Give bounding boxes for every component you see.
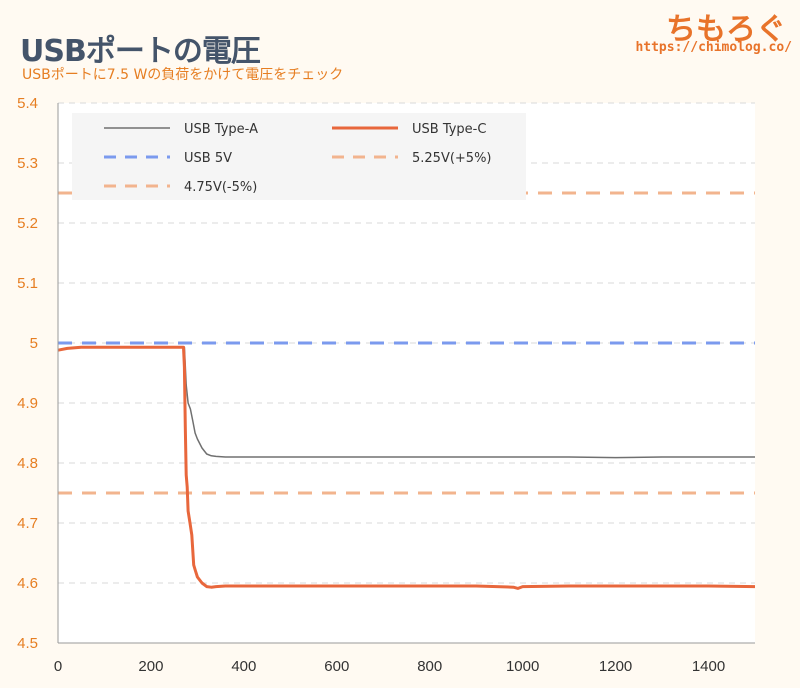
y-axis-ticks: 4.5 4.6 4.7 4.8 4.9 5 5.1 5.2 5.3 5.4 [17,95,38,652]
y-tick-label: 4.8 [17,455,38,472]
chart-title: USBポートの電圧 [20,34,261,69]
x-tick-label: 600 [324,658,349,675]
x-tick-label: 1200 [599,658,632,675]
legend-label: 5.25V(+5%) [412,151,492,166]
y-tick-label: 5.1 [17,275,38,292]
legend-label: USB 5V [184,151,232,166]
y-tick-label: 4.5 [17,635,38,652]
x-tick-label: 0 [54,658,62,675]
y-tick-label: 5.3 [17,155,38,172]
y-tick-label: 5.4 [17,95,38,112]
x-tick-label: 1000 [506,658,539,675]
x-tick-label: 800 [417,658,442,675]
legend-label: 4.75V(-5%) [184,180,257,195]
legend-label: USB Type-A [184,122,258,137]
series-line-1 [57,345,756,590]
brand-url: https://chimolog.co/ [635,40,792,55]
y-tick-label: 4.9 [17,395,38,412]
x-tick-label: 1400 [692,658,725,675]
y-tick-label: 5.2 [17,215,38,232]
y-tick-label: 4.7 [17,515,38,532]
legend: USB Type-A USB Type-C USB 5V 5.25V(+5%) 4.75… [72,113,526,200]
y-tick-label: 4.6 [17,575,38,592]
x-tick-label: 400 [231,658,256,675]
chart-subtitle: USBポートに7.5 Wの負荷をかけて電圧をチェック [22,67,344,83]
y-tick-label: 5 [30,335,38,352]
legend-label: USB Type-C [412,122,486,137]
x-axis-ticks: 0 200 400 600 800 1000 1200 1400 [54,658,725,675]
x-tick-label: 200 [138,658,163,675]
brand-logo: ちもろぐ [666,12,786,47]
